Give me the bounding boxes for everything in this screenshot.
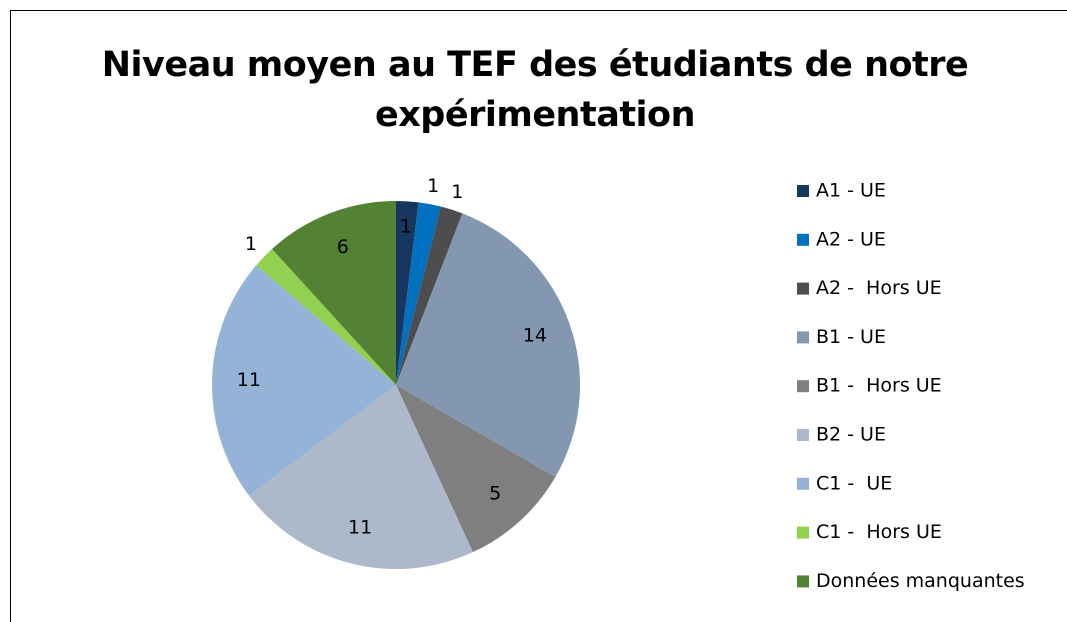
legend-label: B1 - Hors UE (816, 375, 942, 397)
pie-slice (396, 206, 463, 385)
chart-title: Niveau moyen au TEF des étudiants de not… (101, 45, 969, 135)
legend-label: C1 - UE (816, 472, 892, 494)
pie-slice (256, 249, 396, 385)
pie-slice (396, 201, 419, 385)
legend-swatch (797, 233, 809, 246)
legend-swatch (797, 526, 809, 539)
pie-slice (212, 265, 396, 496)
legend-swatch (797, 282, 809, 295)
legend-label: A2 - Hors UE (816, 277, 942, 299)
pie-slice (396, 385, 556, 553)
legend-swatch (797, 380, 809, 393)
frame (10, 10, 1067, 622)
data-label: 14 (523, 325, 547, 347)
legend-swatch (797, 575, 809, 588)
legend-label: B2 - UE (816, 424, 886, 446)
pie-slice (396, 213, 580, 477)
legend-swatch (797, 185, 809, 197)
legend-label: C1 - Hors UE (816, 521, 942, 543)
data-label: 11 (237, 369, 261, 391)
legend-label: B1 - UE (816, 326, 886, 348)
data-label: 5 (489, 482, 501, 504)
legend-swatch (797, 429, 809, 441)
data-label: 1 (427, 175, 439, 197)
pie-slice (249, 385, 473, 569)
data-label: 11 (348, 516, 372, 538)
data-label: 6 (337, 236, 349, 258)
legend-swatch (797, 477, 809, 490)
data-label: 1 (451, 181, 463, 203)
legend-label: A1 - UE (816, 180, 886, 202)
data-label: 1 (245, 233, 257, 255)
legend-label: Données manquantes (816, 570, 1025, 592)
pie-slice (272, 201, 396, 385)
data-label: 1 (400, 216, 412, 238)
legend-label: A2 - UE (816, 228, 886, 250)
legend-swatch (797, 331, 809, 344)
pie-slice (396, 202, 441, 385)
